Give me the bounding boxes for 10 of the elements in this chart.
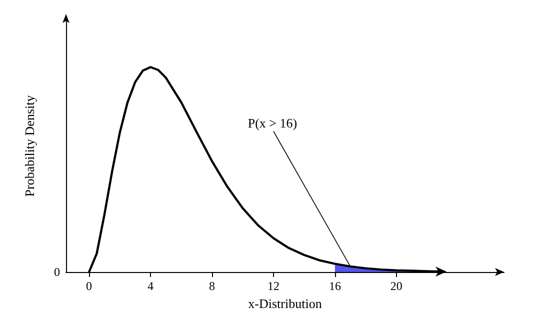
- annotation: P(x > 16): [248, 116, 298, 131]
- x-tick-label: 0: [86, 279, 92, 293]
- x-tick-label: 12: [267, 279, 280, 293]
- x-tick-label: 4: [148, 279, 154, 293]
- y-axis-title: Probability Density: [22, 94, 37, 197]
- x-tick-label: 8: [209, 279, 215, 293]
- text: 0: [54, 265, 60, 279]
- x-tick-label: 20: [390, 279, 402, 293]
- x-axis-title: x-Distribution: [248, 296, 322, 311]
- x-tick-label: 16: [328, 279, 341, 293]
